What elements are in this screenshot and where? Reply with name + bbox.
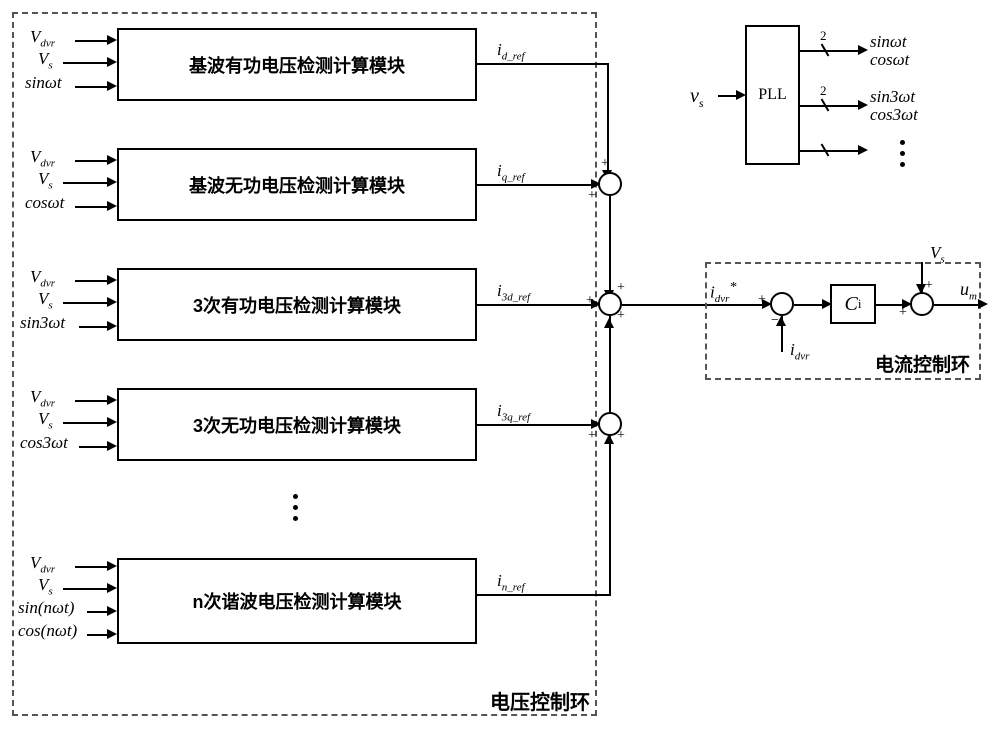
voltage-loop-label: 电压控制环 [490,686,590,715]
diagram-canvas: 电压控制环 PLL vs 2 sinωt cosωt 2 sin3ωt cos3… [0,0,1000,729]
vs-ff-label: Vs [930,243,945,265]
sum-node-1 [598,172,622,196]
pll-out1-line1: sinωt [870,32,907,52]
mod2-out: iq_ref [497,161,525,183]
mod5-in4: cos(nωt) [18,621,77,641]
module-1: 基波有功电压检测计算模块 [117,28,477,101]
mod5-in3: sin(nωt) [18,598,74,618]
pll-vdots [900,140,905,167]
pll-box: PLL [745,25,800,165]
mod4-out: i3q_ref [497,401,530,423]
mod5-in2: Vs [38,575,53,597]
mod1-in3: sinωt [25,73,62,93]
mod3-in1: Vdvr [30,267,55,289]
mod1-in1: Vdvr [30,27,55,49]
mod5-in1: Vdvr [30,553,55,575]
module-5-title: n次谐波电压检测计算模块 [193,588,402,614]
mod5-out: in_ref [497,571,525,593]
mod2-in3: cosωt [25,193,64,213]
mod2-in2: Vs [38,169,53,191]
module-4-title: 3次无功电压检测计算模块 [193,412,401,438]
pll-input-label: vs [690,85,704,111]
pll-out2-line1: sin3ωt [870,87,915,107]
mod3-out: i3d_ref [497,281,530,303]
mod1-in2: Vs [38,49,53,71]
pll-out1-count: 2 [820,28,827,44]
module-2-title: 基波无功电压检测计算模块 [189,172,405,198]
module-3-title: 3次有功电压检测计算模块 [193,292,401,318]
mod2-in1: Vdvr [30,147,55,169]
pll-out1-line2: cosωt [870,50,909,70]
controller-ci: Ci [830,284,876,324]
mod1-out: id_ref [497,40,525,62]
module-2: 基波无功电压检测计算模块 [117,148,477,221]
module-5: n次谐波电压检测计算模块 [117,558,477,644]
module-3: 3次有功电压检测计算模块 [117,268,477,341]
mod4-in2: Vs [38,409,53,431]
pll-label: PLL [758,86,786,104]
mod3-in3: sin3ωt [20,313,65,333]
mod3-in2: Vs [38,289,53,311]
module-4: 3次无功电压检测计算模块 [117,388,477,461]
mod4-in1: Vdvr [30,387,55,409]
module-1-title: 基波有功电压检测计算模块 [189,52,405,78]
output-sum-node [910,292,934,316]
idvr-fb-label: idvr [790,340,809,362]
pll-out2-count: 2 [820,83,827,99]
pll-out2-line2: cos3ωt [870,105,918,125]
mod4-in3: cos3ωt [20,433,68,453]
um-label: um [960,279,977,303]
current-loop-label: 电流控制环 [875,350,970,377]
module-vdots [293,494,298,521]
